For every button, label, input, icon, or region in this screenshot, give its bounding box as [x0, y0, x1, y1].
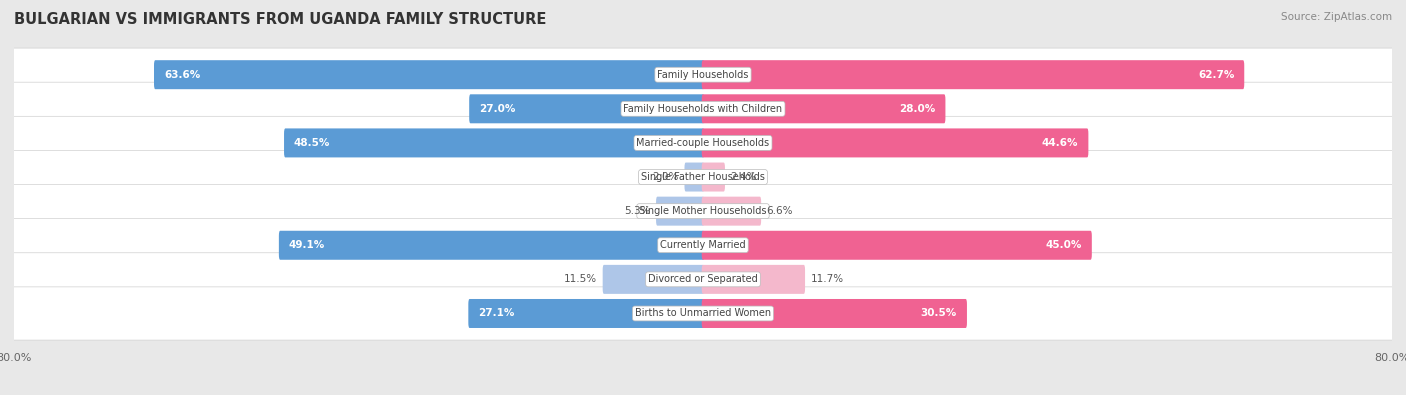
Text: Source: ZipAtlas.com: Source: ZipAtlas.com: [1281, 12, 1392, 22]
FancyBboxPatch shape: [702, 162, 725, 192]
Text: 30.5%: 30.5%: [921, 308, 957, 318]
FancyBboxPatch shape: [702, 197, 761, 226]
FancyBboxPatch shape: [7, 116, 1399, 169]
Text: BULGARIAN VS IMMIGRANTS FROM UGANDA FAMILY STRUCTURE: BULGARIAN VS IMMIGRANTS FROM UGANDA FAMI…: [14, 12, 547, 27]
FancyBboxPatch shape: [7, 150, 1399, 204]
Text: 27.1%: 27.1%: [478, 308, 515, 318]
FancyBboxPatch shape: [7, 219, 1399, 272]
Text: Single Mother Households: Single Mother Households: [640, 206, 766, 216]
Text: 48.5%: 48.5%: [294, 138, 330, 148]
FancyBboxPatch shape: [7, 82, 1399, 135]
FancyBboxPatch shape: [7, 184, 1399, 238]
Text: Divorced or Separated: Divorced or Separated: [648, 275, 758, 284]
FancyBboxPatch shape: [603, 265, 704, 294]
FancyBboxPatch shape: [702, 94, 945, 123]
Text: 63.6%: 63.6%: [165, 70, 200, 80]
FancyBboxPatch shape: [468, 299, 704, 328]
Text: 6.6%: 6.6%: [766, 206, 793, 216]
Text: 49.1%: 49.1%: [288, 240, 325, 250]
Text: 11.5%: 11.5%: [564, 275, 598, 284]
Text: 2.4%: 2.4%: [731, 172, 756, 182]
FancyBboxPatch shape: [155, 60, 704, 89]
FancyBboxPatch shape: [702, 231, 1092, 260]
Text: 44.6%: 44.6%: [1042, 138, 1078, 148]
FancyBboxPatch shape: [7, 287, 1399, 340]
FancyBboxPatch shape: [702, 299, 967, 328]
Text: Currently Married: Currently Married: [661, 240, 745, 250]
Text: Births to Unmarried Women: Births to Unmarried Women: [636, 308, 770, 318]
Text: 2.0%: 2.0%: [652, 172, 679, 182]
FancyBboxPatch shape: [702, 265, 806, 294]
FancyBboxPatch shape: [7, 253, 1399, 306]
Text: 5.3%: 5.3%: [624, 206, 651, 216]
FancyBboxPatch shape: [702, 60, 1244, 89]
Text: 28.0%: 28.0%: [900, 104, 935, 114]
Text: Single Father Households: Single Father Households: [641, 172, 765, 182]
Text: 27.0%: 27.0%: [479, 104, 516, 114]
FancyBboxPatch shape: [702, 128, 1088, 158]
FancyBboxPatch shape: [278, 231, 704, 260]
Text: Family Households with Children: Family Households with Children: [623, 104, 783, 114]
Text: 45.0%: 45.0%: [1046, 240, 1083, 250]
Text: Family Households: Family Households: [658, 70, 748, 80]
FancyBboxPatch shape: [657, 197, 704, 226]
Text: 62.7%: 62.7%: [1198, 70, 1234, 80]
FancyBboxPatch shape: [7, 48, 1399, 101]
Text: 11.7%: 11.7%: [811, 275, 844, 284]
FancyBboxPatch shape: [284, 128, 704, 158]
Text: Married-couple Households: Married-couple Households: [637, 138, 769, 148]
FancyBboxPatch shape: [685, 162, 704, 192]
FancyBboxPatch shape: [470, 94, 704, 123]
